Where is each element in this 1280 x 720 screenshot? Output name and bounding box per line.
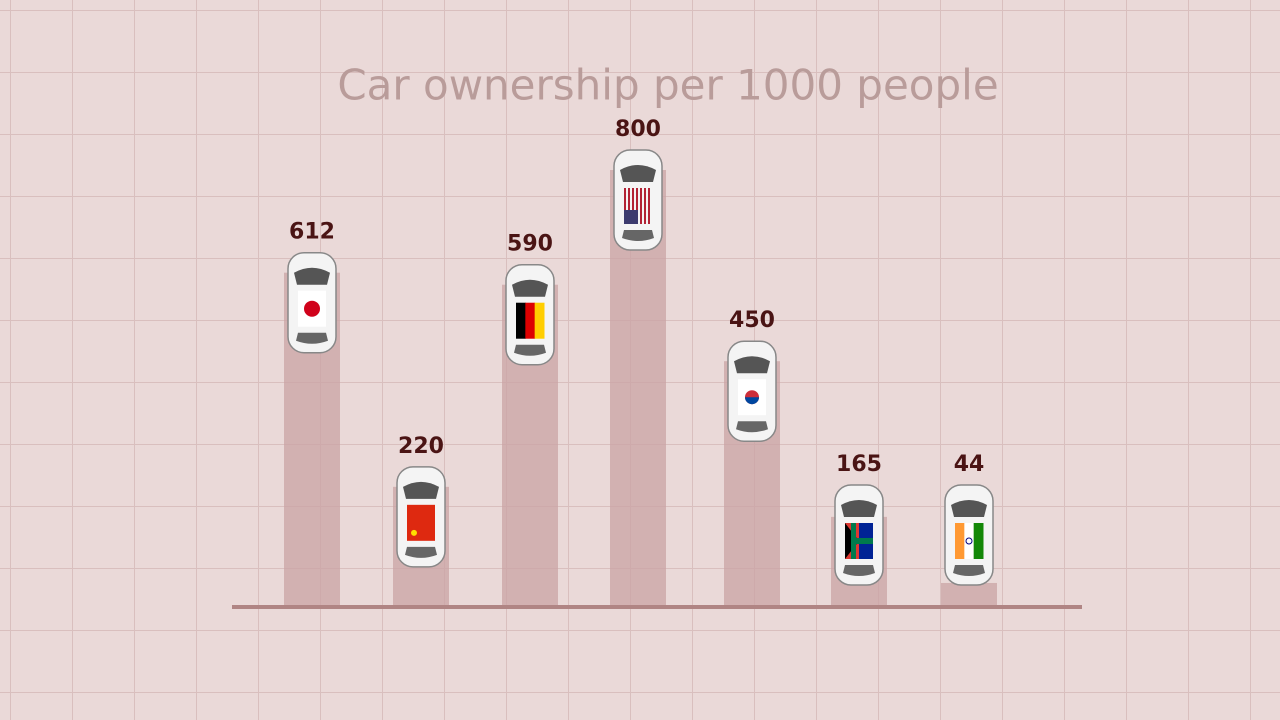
flag	[955, 523, 984, 559]
flag	[738, 379, 766, 416]
value-label: 165	[836, 452, 882, 477]
flag	[632, 188, 634, 224]
rear-window	[622, 230, 654, 241]
flag	[855, 538, 873, 544]
windshield	[620, 165, 656, 182]
flag	[407, 504, 435, 541]
value-label: 590	[507, 232, 553, 257]
flag	[745, 397, 759, 405]
flag	[845, 523, 873, 559]
value-label: 612	[289, 220, 335, 245]
plot: 612 220 590 800 450 165 44	[284, 117, 997, 607]
value-label: 800	[615, 117, 661, 142]
windshield	[512, 279, 548, 297]
flag	[636, 188, 638, 224]
windshield	[294, 267, 330, 285]
chart-title: Car ownership per 1000 people	[337, 61, 998, 110]
rear-window	[953, 565, 985, 576]
flag	[304, 300, 320, 317]
windshield	[734, 356, 770, 374]
flag	[525, 302, 536, 339]
flag	[516, 302, 545, 339]
flag	[648, 188, 650, 224]
flag	[851, 523, 856, 559]
car	[396, 466, 446, 568]
flag	[644, 188, 646, 224]
flag	[965, 537, 973, 545]
windshield	[951, 500, 987, 517]
flag	[298, 290, 326, 327]
car	[505, 263, 555, 366]
flag	[624, 188, 650, 224]
windshield	[841, 500, 877, 517]
rear-window	[843, 565, 875, 576]
car	[727, 340, 777, 442]
flag	[973, 523, 984, 559]
rear-window	[296, 332, 328, 344]
value-label: 44	[954, 452, 985, 477]
car	[944, 484, 994, 586]
car	[834, 484, 884, 586]
value-label: 450	[729, 308, 775, 333]
rear-window	[736, 421, 768, 433]
rear-window	[405, 546, 437, 558]
car	[613, 149, 663, 251]
flag	[411, 529, 417, 536]
flag	[628, 188, 630, 224]
flag	[964, 523, 975, 559]
flag	[624, 188, 626, 224]
flag	[624, 210, 638, 224]
flag	[407, 504, 435, 541]
flag	[534, 302, 545, 339]
rear-window	[514, 344, 546, 356]
windshield	[403, 481, 439, 499]
flag	[640, 188, 642, 224]
value-label: 220	[398, 434, 444, 459]
flag	[955, 523, 965, 559]
bar	[941, 582, 997, 607]
car	[287, 251, 337, 354]
flag	[516, 302, 526, 339]
